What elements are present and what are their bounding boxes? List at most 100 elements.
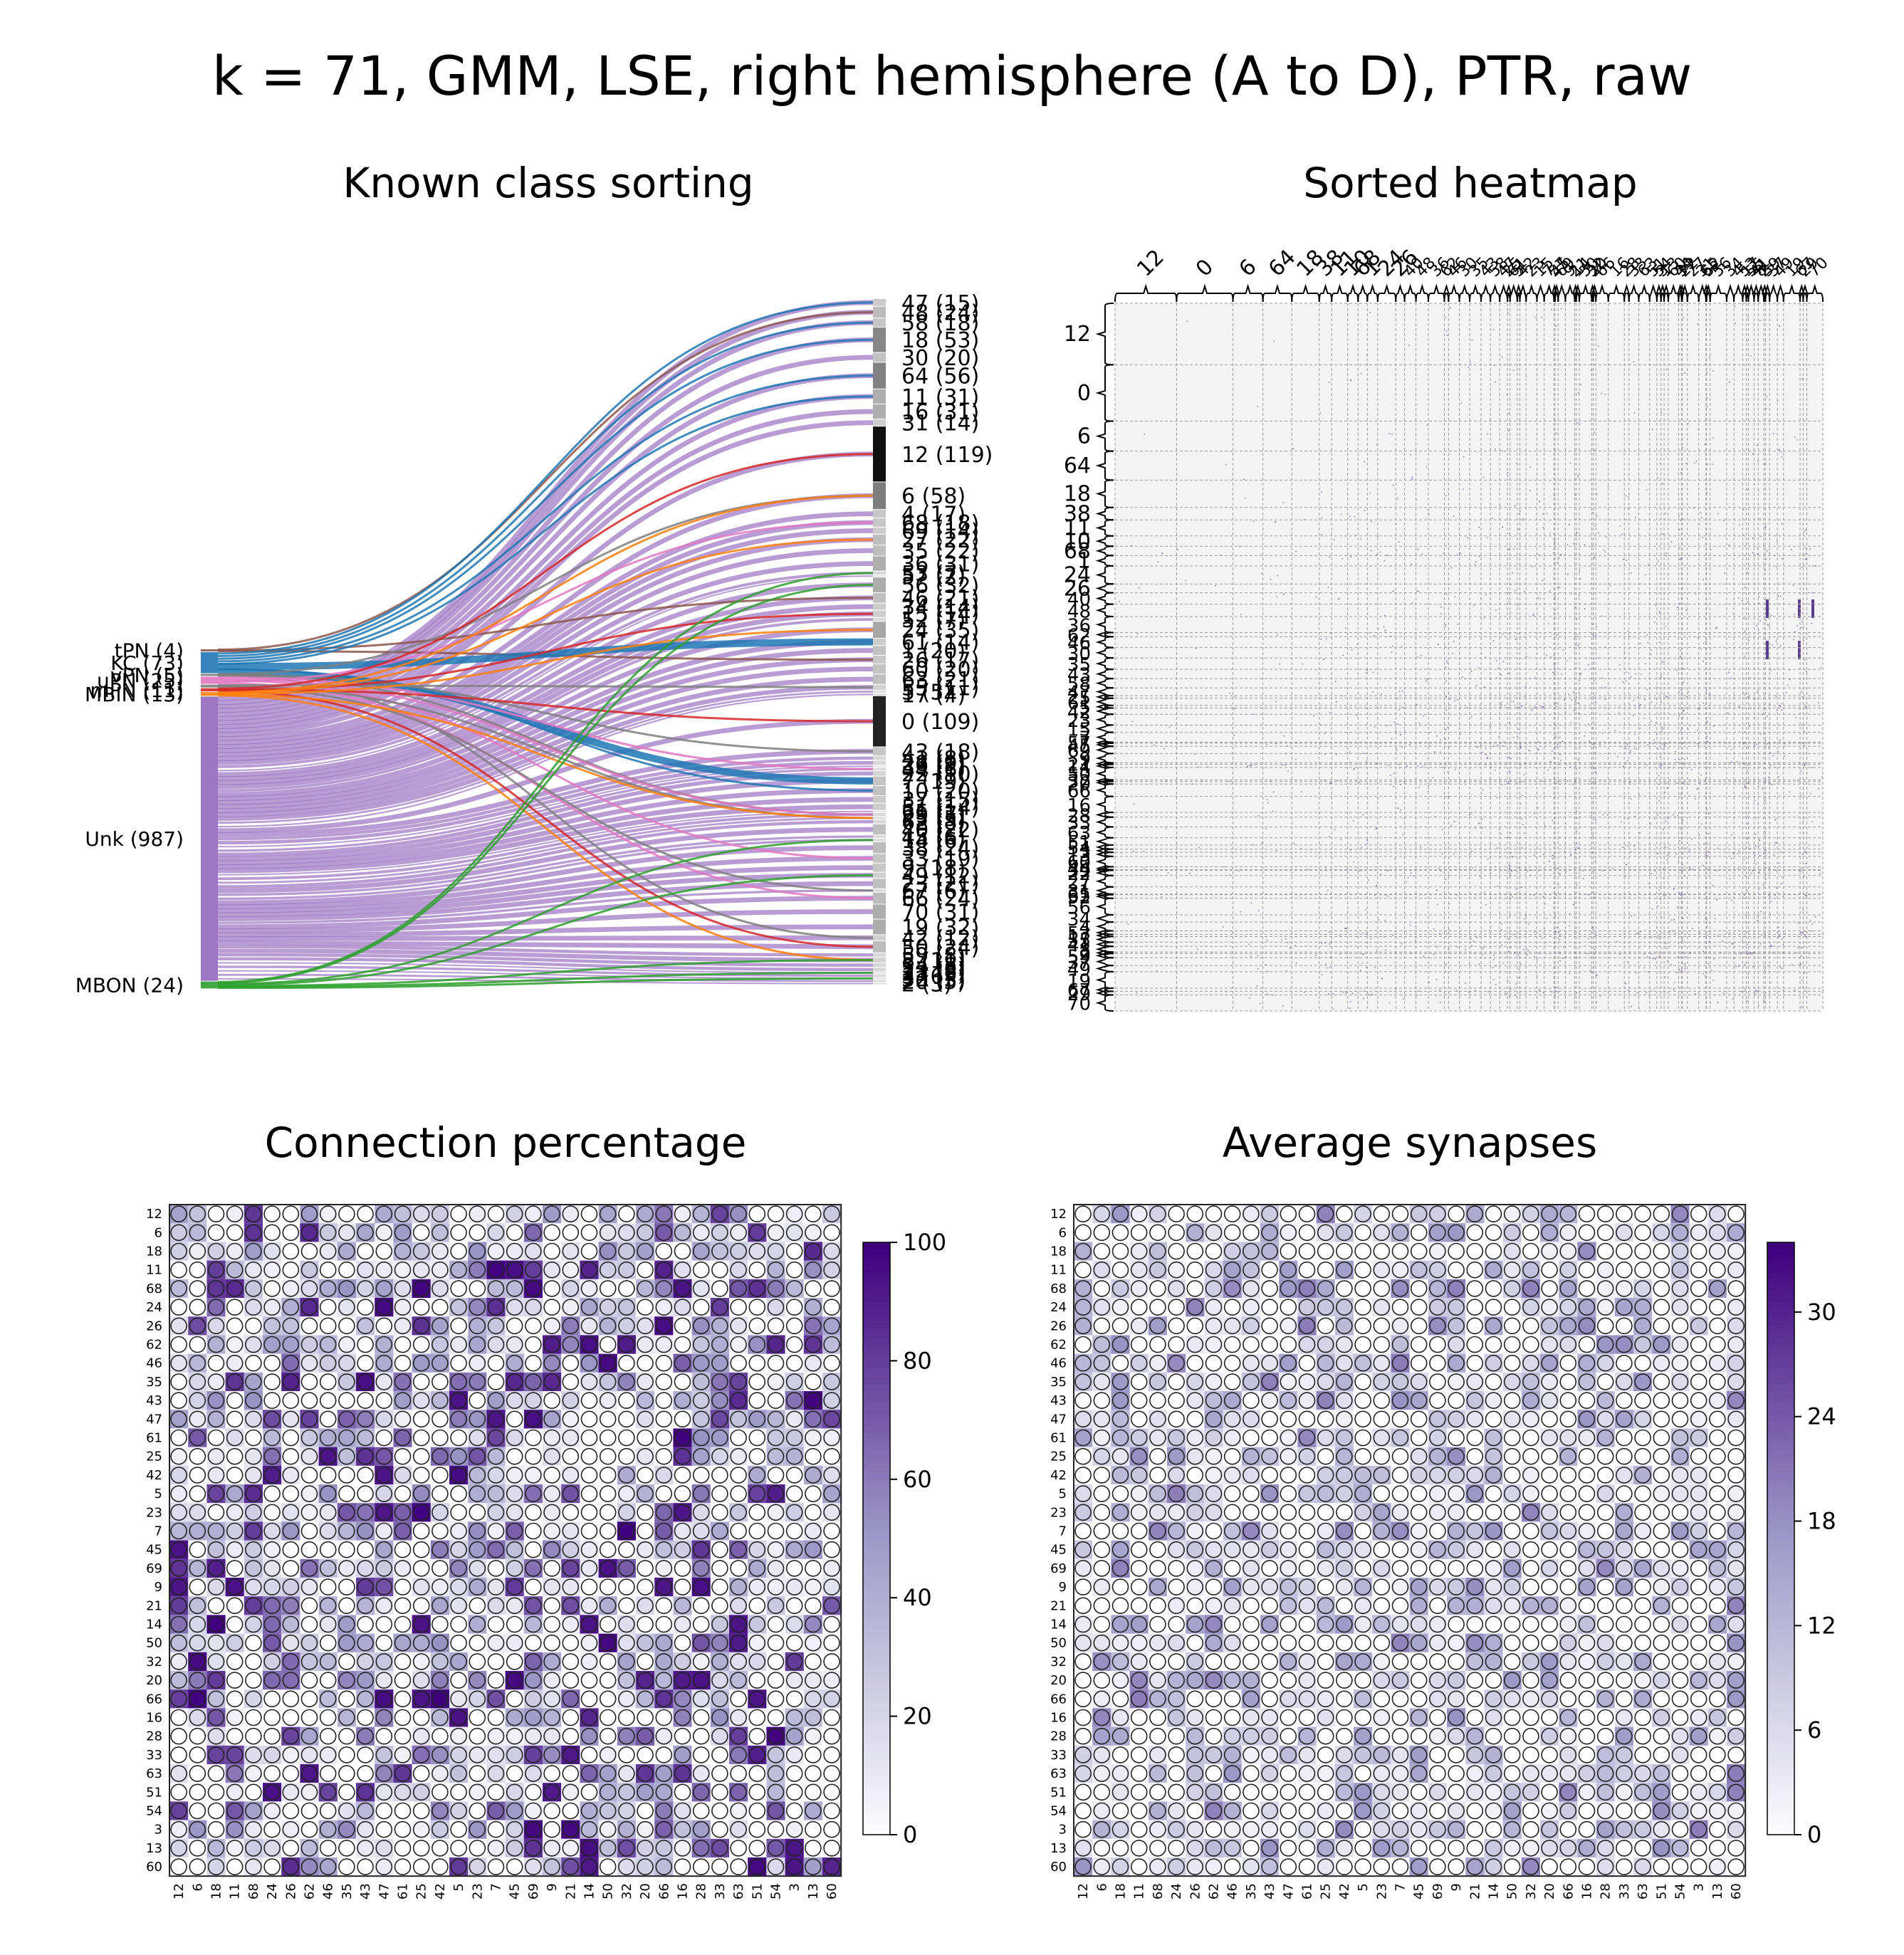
heatmap-left-brace [1095, 519, 1114, 537]
matrix-row-label: 47 [146, 1412, 162, 1427]
matrix-cell [263, 1260, 282, 1279]
heatmap-cell [1677, 906, 1678, 908]
heatmap-cell [1755, 817, 1757, 819]
heatmap-cell [1731, 899, 1732, 901]
matrix-cell [430, 1671, 449, 1690]
heatmap-cell [1495, 965, 1497, 967]
matrix-cell [188, 1652, 207, 1671]
sankey-right-label: 56 (32) [901, 574, 979, 599]
matrix-row-label: 13 [146, 1841, 162, 1856]
sankey-right-label: 61 (14) [901, 631, 979, 656]
heatmap-cell [1552, 671, 1554, 673]
heatmap-cell [1546, 654, 1548, 656]
heatmap-cell [1742, 743, 1745, 745]
heatmap-cell [1760, 911, 1762, 912]
heatmap-cell [1374, 894, 1376, 896]
heatmap-left-brace [1095, 957, 1114, 967]
heatmap-cell [1759, 839, 1760, 841]
heatmap-cell [1401, 746, 1403, 748]
heatmap-cell [1420, 847, 1422, 848]
colorbar-segment [863, 1603, 890, 1610]
matrix-cell [430, 1353, 449, 1373]
heatmap-left-label: 45 [1067, 735, 1091, 757]
heatmap-top-brace [1733, 283, 1744, 303]
matrix-cell [449, 1652, 469, 1671]
matrix-cell [281, 1652, 300, 1671]
heatmap-cell [1602, 814, 1604, 815]
matrix-cell [636, 1223, 655, 1242]
heatmap-cell [1676, 669, 1678, 671]
sankey-right-node [873, 674, 886, 684]
heatmap-cell [1497, 745, 1499, 746]
heatmap-cell [1460, 733, 1461, 735]
heatmap-cell [1764, 849, 1766, 851]
heatmap-left-brace [1095, 603, 1114, 618]
heatmap-cell [1658, 560, 1659, 562]
matrix-cell [691, 1316, 711, 1336]
matrix-row-label: 26 [146, 1319, 162, 1333]
matrix-cell [766, 1578, 785, 1597]
heatmap-cell [1324, 942, 1326, 944]
heatmap-cell [1596, 515, 1597, 517]
sankey-right-label: 1 (20) [901, 639, 966, 664]
heatmap-cell [1428, 513, 1430, 515]
heatmap-cell [1737, 853, 1739, 854]
heatmap-cell [1657, 814, 1658, 816]
heatmap-cell [1250, 902, 1252, 904]
matrix-cell [356, 1223, 375, 1242]
matrix-cell [673, 1205, 692, 1224]
heatmap-cell [1371, 993, 1373, 995]
matrix-cell [486, 1745, 506, 1764]
heatmap-cell [1765, 855, 1767, 856]
heatmap-cell [1383, 626, 1385, 628]
heatmap-cell [1448, 874, 1450, 876]
heatmap-cell [1445, 879, 1447, 880]
heatmap-cell [1349, 1001, 1351, 1002]
colorbar-segment [863, 1692, 890, 1699]
matrix-cell [561, 1521, 580, 1541]
heatmap-cell [1801, 947, 1803, 948]
heatmap-cell [1656, 687, 1658, 688]
heatmap-cell [1436, 903, 1438, 906]
colorbar-segment [863, 1627, 890, 1635]
heatmap-cell [1805, 330, 1806, 331]
heatmap-cell [1775, 870, 1777, 871]
heatmap-cell [1799, 870, 1801, 872]
sankey-right-label: 2 (3) [901, 973, 952, 997]
heatmap-cell [1315, 596, 1317, 598]
sankey-right-node [873, 482, 886, 510]
matrix-cell [169, 1353, 189, 1373]
heatmap-left-brace [1095, 616, 1114, 634]
matrix-cell [673, 1671, 692, 1690]
heatmap-cell [1508, 601, 1510, 602]
sankey-flow [217, 321, 874, 658]
colorbar-segment [863, 1591, 890, 1599]
heatmap-cell [1477, 667, 1480, 669]
heatmap-cell [1531, 709, 1533, 711]
matrix-cell [710, 1689, 729, 1709]
matrix-cell [748, 1465, 767, 1484]
matrix-cell [505, 1242, 524, 1261]
heatmap-cell [1769, 703, 1771, 705]
heatmap-cell [1817, 702, 1819, 703]
matrix-cell [486, 1260, 506, 1279]
sankey-right-node [873, 610, 886, 617]
heatmap-cell [1591, 743, 1594, 745]
matrix-col-label: 62 [303, 1883, 318, 1899]
heatmap-cell [1683, 668, 1684, 670]
heatmap-cell [1629, 751, 1631, 753]
heatmap-cell [1381, 978, 1383, 980]
heatmap-cell [1335, 753, 1337, 755]
heatmap-cell [1566, 780, 1569, 782]
matrix-cell [169, 1316, 189, 1336]
matrix-cell [300, 1410, 319, 1429]
heatmap-cell [1594, 767, 1596, 769]
matrix-cell [244, 1764, 263, 1783]
heatmap-cell [1693, 508, 1695, 509]
matrix-row-label: 25 [146, 1450, 162, 1464]
matrix-cell [822, 1671, 842, 1690]
heatmap-cell [1388, 433, 1391, 434]
heatmap-cell [1683, 758, 1685, 760]
heatmap-cell [1485, 904, 1487, 906]
heatmap-cell [1758, 846, 1759, 847]
